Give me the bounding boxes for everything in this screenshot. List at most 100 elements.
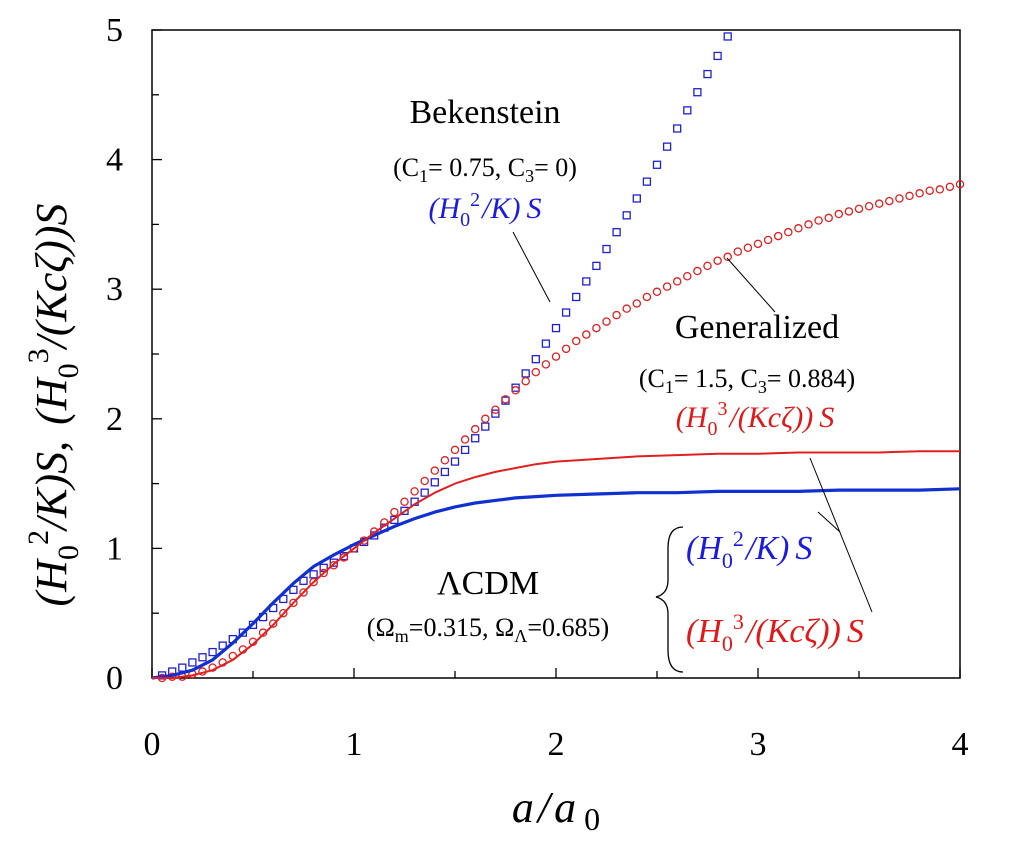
y-tick-label: 5 [106,12,123,49]
series-point [854,204,864,214]
series-point [683,271,692,281]
series-point [471,434,480,443]
series-point [491,405,500,414]
series-point [652,160,662,169]
series-point [521,376,530,386]
series-point [258,628,268,637]
leader-bekenstein [512,231,551,303]
series-point [632,299,642,308]
series-point [915,189,924,198]
series-point [925,186,934,195]
series-point [460,435,470,444]
series-point [642,177,652,186]
series-point [420,488,429,497]
bekenstein-series-label: (H02/K) S [429,189,542,231]
series-point [723,252,732,262]
series-layer [151,32,965,683]
series-point [238,628,248,637]
series-point [208,647,217,657]
lcdm-params: (Ωm=0.315, ΩΛ=0.685) [367,613,609,646]
series-point [511,383,520,392]
series-point [511,386,520,395]
bekenstein-params: (C1= 0.75, C3= 0) [393,153,577,186]
series-point [703,261,712,271]
series-point [592,261,601,271]
series-point [713,51,722,61]
series-point [794,224,803,233]
series-point [723,32,732,41]
series-point [844,207,854,216]
series-point [430,478,439,487]
bekenstein-title: Bekenstein [409,94,560,131]
series-point [703,69,712,79]
lcdm-title: ΛCDM [437,565,539,602]
series-point [440,467,450,477]
series-point [531,355,540,364]
y-tick-label: 4 [106,142,123,179]
x-axis-label: a/a 0 [512,783,600,837]
series-point [935,185,945,194]
series-point [743,243,753,252]
series-point [662,142,672,151]
series-point [885,196,894,206]
series-point [784,227,793,237]
series-point [299,576,308,585]
series-point [834,209,844,219]
series-point [440,456,450,465]
series-point [400,506,409,515]
series-point [683,106,692,115]
series-point [592,323,601,333]
series-point [753,239,763,249]
leader-lines [512,231,873,613]
series-point [279,608,288,618]
y-axis-label: (H02/K)S,(H03/(Kcζ))S [22,204,85,607]
tick-labels: 0 1 2 3 4 0 1 2 3 4 5 [106,12,969,763]
series-point [491,409,500,418]
series-point [339,553,349,562]
series-point [612,228,621,237]
lcdm-blue-label: (H02/K) S [686,526,812,573]
series-point [319,563,328,572]
x-tick-label: 2 [548,726,565,763]
series-point [632,194,641,203]
x-tick-label: 4 [952,726,969,763]
series-point [874,199,884,208]
series-point [572,292,581,302]
series-point [289,598,298,608]
series-point [521,369,530,378]
series-point [955,179,965,189]
series-point [612,310,621,320]
series-point [178,663,187,672]
series-point [804,220,813,229]
series-point [430,466,440,475]
series-point [450,445,460,455]
series-point [571,336,581,346]
series-point [622,211,631,220]
series-point [763,235,773,245]
series-point [541,360,551,369]
series-point [582,330,591,339]
series-line [152,450,960,679]
series-point [693,266,702,276]
generalized-params: (C1= 1.5, C3= 0.884) [639,364,855,397]
series-point [824,213,833,223]
lcdm-brace [655,526,684,673]
series-point [652,287,662,297]
lcdm-red-label: (H03/(Kcζ)) S [686,609,864,656]
series-point [864,202,874,211]
y-tick-label: 1 [106,530,123,567]
leader-lcdm-blue [817,511,841,533]
generalized-series-label: (H03/(Kcζ)) S [676,398,834,440]
series-point [622,304,631,313]
series-point [188,658,197,667]
series-line [151,487,961,680]
series-point [642,292,652,302]
series-point [541,339,551,348]
series-point [662,282,672,291]
series-point [309,570,318,579]
y-tick-label: 0 [106,660,123,697]
series-point [390,507,399,517]
series-point [602,244,611,254]
series-point [501,395,510,404]
